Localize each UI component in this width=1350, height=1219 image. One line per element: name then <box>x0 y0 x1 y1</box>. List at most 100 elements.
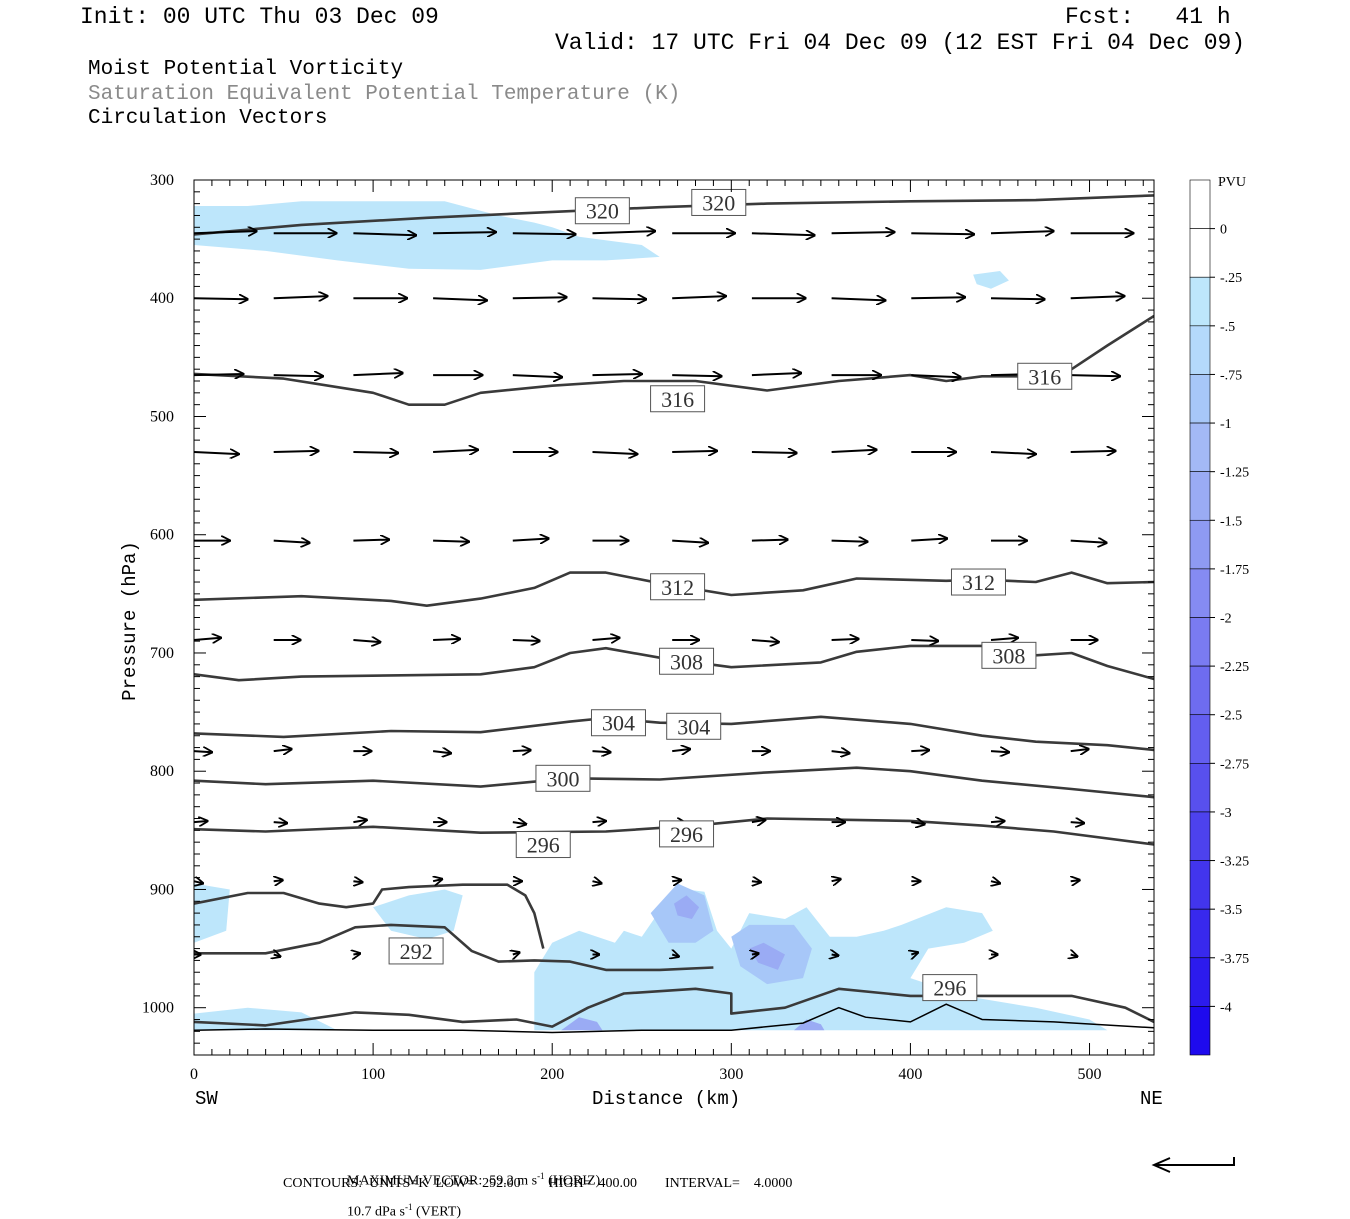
wind-vector <box>1070 296 1125 298</box>
svg-text:296: 296 <box>670 822 703 847</box>
wind-vector <box>911 297 965 298</box>
forecast-hour: Fcst: 41 h <box>1065 4 1231 30</box>
wind-vector <box>1071 880 1080 881</box>
colorbar-swatch <box>1189 179 1211 229</box>
colorbar-swatch <box>1189 422 1211 472</box>
colorbar-swatch <box>1189 471 1211 521</box>
colorbar-label: -3 <box>1220 806 1232 821</box>
max-vector-horiz-exponent: -1 <box>537 1171 545 1181</box>
wind-vector <box>432 751 451 753</box>
wind-vector <box>672 451 717 452</box>
contours-line: CONTOURS: UNITS=K LOW= 292.00 HIGH= 400.… <box>283 1176 793 1191</box>
x-axis-label: Distance (km) <box>592 1088 741 1110</box>
colorbar-swatch <box>1189 568 1211 618</box>
wind-vector <box>672 880 681 881</box>
wind-vector <box>1070 749 1089 751</box>
wind-vector <box>1070 541 1107 543</box>
wind-vector <box>592 374 642 375</box>
contour-label-7: 308 <box>981 641 1037 669</box>
wind-vector <box>512 822 526 824</box>
colorbar-label: -1 <box>1220 417 1232 432</box>
colorbar-swatch <box>1189 374 1211 424</box>
svg-text:300: 300 <box>546 766 579 791</box>
wind-vector <box>512 297 567 298</box>
wind-vector <box>1070 451 1116 452</box>
pv-region-0 <box>194 201 660 270</box>
cross-section-chart: 320 320 316 316 312 312 308 308 304 304 300 296 296 2… <box>142 172 1249 1083</box>
y-tick-label: 300 <box>150 172 174 189</box>
reference-vector-arrow <box>1151 1157 1235 1173</box>
contour-label-11: 296 <box>515 831 571 859</box>
wind-vector <box>911 375 960 377</box>
max-vector-vert-exponent: -1 <box>404 1201 413 1212</box>
colorbar-swatch <box>1189 1006 1211 1056</box>
wind-vector <box>1070 375 1120 376</box>
y-tick-label: 1000 <box>142 1000 174 1017</box>
colorbar-swatch <box>1189 763 1211 813</box>
wind-vector <box>751 820 765 822</box>
wind-vector <box>990 452 1036 454</box>
wind-vector <box>911 952 918 954</box>
colorbar-swatch <box>1189 860 1211 910</box>
colorbar-label: -.5 <box>1220 320 1235 335</box>
colorbar-label: -3.25 <box>1220 855 1249 870</box>
x-left-endpoint: SW <box>195 1088 218 1110</box>
wind-vector <box>353 820 366 822</box>
wind-vector <box>353 640 380 642</box>
wind-vector <box>831 298 886 300</box>
wind-vector <box>831 639 859 640</box>
wind-vector <box>990 231 1054 233</box>
contour-label-1: 320 <box>691 188 747 216</box>
wind-vector <box>433 298 487 300</box>
isentrope-296-6 <box>194 817 1154 846</box>
wind-vector <box>433 232 496 233</box>
wind-vector <box>194 374 243 375</box>
y-tick-label: 700 <box>150 645 174 662</box>
wind-vector <box>1071 955 1078 957</box>
wind-vector <box>752 953 759 954</box>
svg-text:304: 304 <box>602 711 635 736</box>
wind-vector <box>990 751 1009 752</box>
wind-vector <box>751 640 779 642</box>
wind-vector <box>911 539 947 541</box>
wind-vector <box>353 373 402 375</box>
wind-vector <box>194 231 257 233</box>
colorbar-label: -2.5 <box>1220 709 1242 724</box>
wind-vector <box>831 232 895 233</box>
x-tick-label: 300 <box>719 1066 743 1083</box>
wind-vector <box>433 639 460 640</box>
svg-text:308: 308 <box>992 643 1025 668</box>
y-tick-label: 900 <box>150 881 174 898</box>
svg-text:320: 320 <box>702 190 735 215</box>
colorbar-swatch <box>1189 276 1211 327</box>
wind-vector <box>273 749 292 751</box>
wind-vector <box>353 233 416 235</box>
title-theta-es: Saturation Equivalent Potential Temperat… <box>88 83 681 106</box>
isentrope-292-8 <box>194 883 545 949</box>
wind-vector <box>273 451 319 452</box>
wind-vector <box>672 541 708 543</box>
contour-label-3: 316 <box>1017 362 1073 390</box>
y-tick-label: 400 <box>150 290 174 307</box>
wind-vector <box>831 450 877 452</box>
contour-label-6: 308 <box>659 647 715 675</box>
wind-vector <box>194 881 203 883</box>
wind-vector <box>194 452 239 454</box>
wind-vector <box>512 750 531 751</box>
wind-vector <box>194 638 221 640</box>
wind-vector <box>353 953 360 954</box>
wind-vector <box>273 541 310 543</box>
wind-vector <box>592 452 638 454</box>
pv-region-5 <box>674 895 700 919</box>
wind-vector <box>512 375 562 377</box>
isentrope-320-0 <box>194 194 1154 236</box>
valid-time: Valid: 17 UTC Fri 04 Dec 09 (12 EST Fri … <box>555 30 1246 56</box>
svg-text:304: 304 <box>677 714 710 739</box>
svg-text:292: 292 <box>400 939 433 964</box>
max-vector-vert-suffix: (VERT) <box>412 1204 461 1219</box>
wind-vector <box>831 541 868 542</box>
wind-vector <box>911 822 924 824</box>
wind-vector <box>273 822 287 823</box>
contour-label-2: 316 <box>650 385 706 413</box>
wind-vector <box>433 450 478 452</box>
